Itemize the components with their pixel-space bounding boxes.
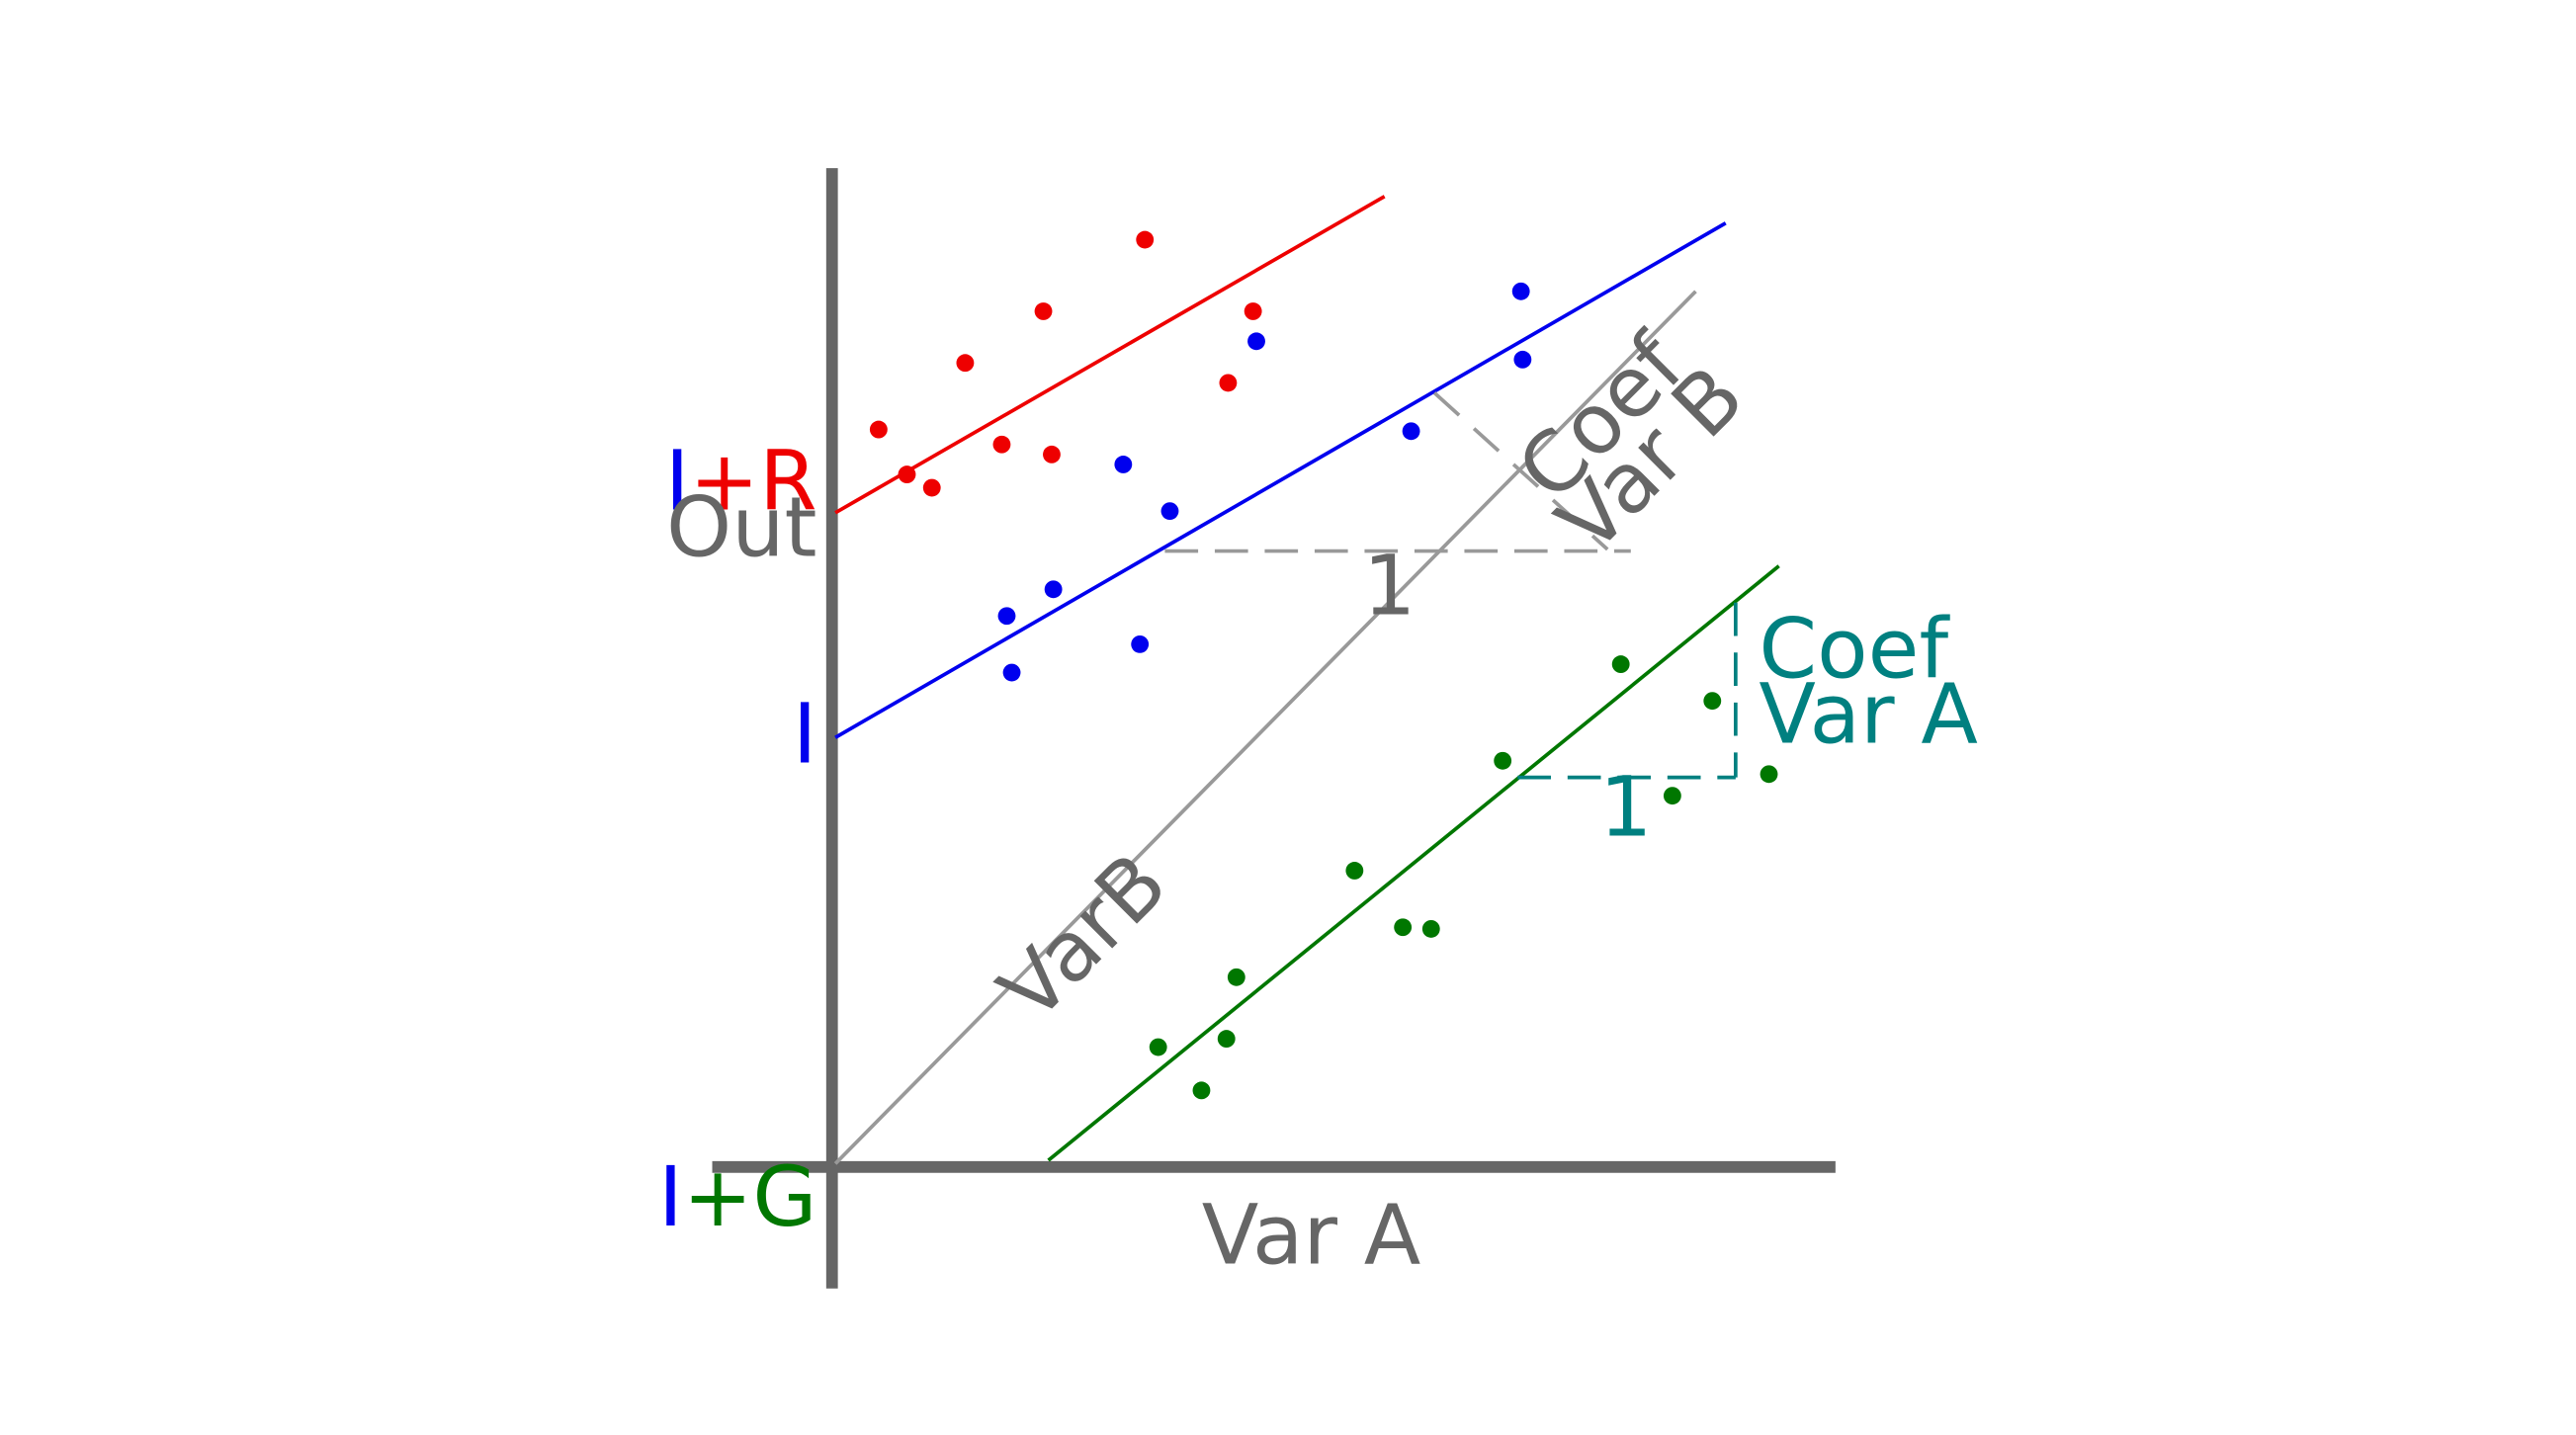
- green-data-point: [1760, 765, 1778, 784]
- blue-data-point: [1511, 282, 1530, 300]
- red-data-point: [1043, 445, 1061, 464]
- green-data-point: [1494, 751, 1512, 770]
- x-axis-label: Var A: [1202, 1186, 1421, 1283]
- intercept-red-i: I: [665, 432, 690, 529]
- intercept-green-i: I: [658, 1148, 683, 1245]
- green-data-point: [1611, 655, 1630, 674]
- red-data-point: [1034, 302, 1053, 320]
- blue-data-point: [997, 607, 1016, 626]
- varb-reference-line: [833, 290, 1697, 1165]
- red-data-point: [898, 465, 916, 483]
- blue-data-point: [1513, 350, 1532, 369]
- red-data-point: [922, 478, 941, 497]
- data-points: [869, 230, 1778, 1100]
- intercept-green-g: +G: [683, 1148, 817, 1245]
- red-data-point: [869, 420, 888, 439]
- red-regression-line: [834, 195, 1386, 515]
- blue-data-point: [1402, 422, 1420, 441]
- intercept-blue-label: I: [793, 685, 817, 782]
- green-data-point: [1703, 692, 1722, 711]
- green-data-point: [1192, 1081, 1211, 1100]
- red-data-point: [1136, 230, 1155, 249]
- intercept-green-label: I+G: [658, 1148, 817, 1245]
- coef-b-one-label: 1: [1363, 538, 1417, 634]
- blue-data-point: [1002, 663, 1021, 682]
- coef-a-one-label: 1: [1599, 759, 1653, 856]
- blue-data-point: [1114, 456, 1133, 473]
- green-data-point: [1149, 1038, 1167, 1056]
- red-data-point: [1219, 374, 1238, 392]
- green-data-point: [1227, 968, 1245, 986]
- red-data-point: [1244, 302, 1262, 320]
- green-data-point: [1663, 787, 1681, 805]
- coef-a-label-line2: Var A: [1759, 665, 1978, 762]
- intercept-red-label: I+R: [665, 432, 817, 529]
- blue-data-point: [1247, 332, 1265, 351]
- green-data-point: [1217, 1030, 1236, 1049]
- blue-data-point: [1044, 580, 1063, 599]
- blue-data-point: [1131, 634, 1150, 653]
- blue-regression-line: [834, 221, 1727, 739]
- green-regression-line: [1047, 564, 1780, 1162]
- coef-a-label-line1: Coef: [1759, 601, 1950, 698]
- green-data-point: [1394, 918, 1413, 937]
- out-label: Out: [666, 479, 817, 576]
- coef-b-perpendicular-dash: [1432, 391, 1609, 551]
- intercept-red-r: +R: [690, 432, 817, 529]
- green-data-point: [1345, 862, 1364, 880]
- green-data-point: [1421, 919, 1440, 938]
- blue-data-point: [1160, 502, 1179, 521]
- red-data-point: [992, 435, 1011, 454]
- varb-diagonal-label: VarB: [981, 834, 1185, 1039]
- red-data-point: [956, 354, 975, 373]
